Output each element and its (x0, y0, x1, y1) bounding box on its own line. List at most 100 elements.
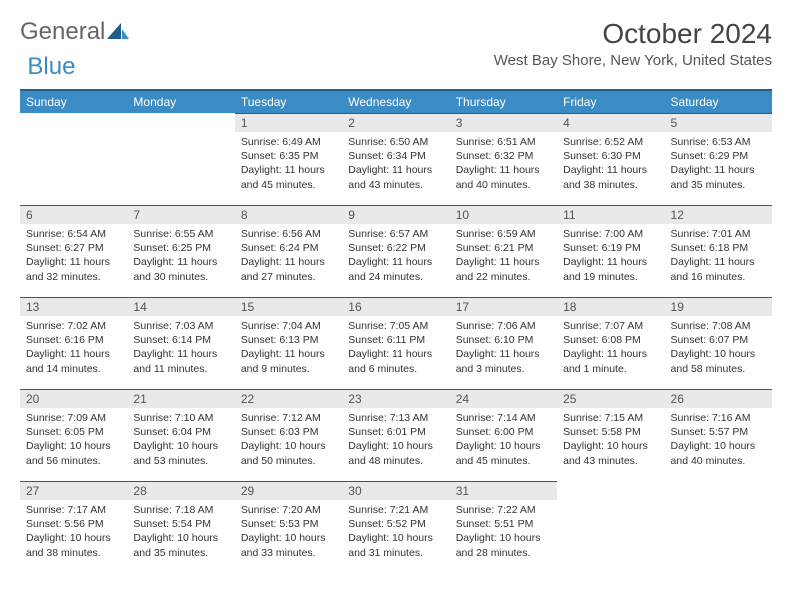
day-details: Sunrise: 7:15 AMSunset: 5:58 PMDaylight:… (557, 408, 664, 474)
title-block: October 2024 West Bay Shore, New York, U… (494, 18, 772, 69)
day-number: 16 (342, 297, 449, 316)
month-title: October 2024 (494, 18, 772, 50)
calendar-cell: 10Sunrise: 6:59 AMSunset: 6:21 PMDayligh… (450, 205, 557, 297)
calendar-body: . . 1Sunrise: 6:49 AMSunset: 6:35 PMDayl… (20, 113, 772, 573)
calendar-cell: 17Sunrise: 7:06 AMSunset: 6:10 PMDayligh… (450, 297, 557, 389)
weekday-header: Friday (557, 90, 664, 113)
day-details: Sunrise: 7:22 AMSunset: 5:51 PMDaylight:… (450, 500, 557, 566)
day-details: Sunrise: 7:21 AMSunset: 5:52 PMDaylight:… (342, 500, 449, 566)
calendar-cell: 6Sunrise: 6:54 AMSunset: 6:27 PMDaylight… (20, 205, 127, 297)
day-number: 6 (20, 205, 127, 224)
day-number: 11 (557, 205, 664, 224)
day-number: 13 (20, 297, 127, 316)
day-details: Sunrise: 6:59 AMSunset: 6:21 PMDaylight:… (450, 224, 557, 290)
day-details: Sunrise: 6:51 AMSunset: 6:32 PMDaylight:… (450, 132, 557, 198)
calendar-cell: 29Sunrise: 7:20 AMSunset: 5:53 PMDayligh… (235, 481, 342, 573)
day-details: Sunrise: 7:01 AMSunset: 6:18 PMDaylight:… (665, 224, 772, 290)
weekday-header: Wednesday (342, 90, 449, 113)
day-details: Sunrise: 7:17 AMSunset: 5:56 PMDaylight:… (20, 500, 127, 566)
calendar-cell: 7Sunrise: 6:55 AMSunset: 6:25 PMDaylight… (127, 205, 234, 297)
sail-icon (107, 23, 129, 41)
day-number: 20 (20, 389, 127, 408)
calendar-cell: 12Sunrise: 7:01 AMSunset: 6:18 PMDayligh… (665, 205, 772, 297)
day-details: Sunrise: 7:04 AMSunset: 6:13 PMDaylight:… (235, 316, 342, 382)
day-details: Sunrise: 7:20 AMSunset: 5:53 PMDaylight:… (235, 500, 342, 566)
day-number: 1 (235, 113, 342, 132)
day-details: Sunrise: 7:00 AMSunset: 6:19 PMDaylight:… (557, 224, 664, 290)
day-number: 12 (665, 205, 772, 224)
calendar-cell: 23Sunrise: 7:13 AMSunset: 6:01 PMDayligh… (342, 389, 449, 481)
day-details: Sunrise: 7:13 AMSunset: 6:01 PMDaylight:… (342, 408, 449, 474)
calendar-cell: 4Sunrise: 6:52 AMSunset: 6:30 PMDaylight… (557, 113, 664, 205)
day-details: Sunrise: 7:03 AMSunset: 6:14 PMDaylight:… (127, 316, 234, 382)
day-number: 23 (342, 389, 449, 408)
calendar-cell: 5Sunrise: 6:53 AMSunset: 6:29 PMDaylight… (665, 113, 772, 205)
calendar-cell: 25Sunrise: 7:15 AMSunset: 5:58 PMDayligh… (557, 389, 664, 481)
day-number: 5 (665, 113, 772, 132)
weekday-header: Tuesday (235, 90, 342, 113)
brand-part1: General (20, 18, 105, 46)
day-number: 22 (235, 389, 342, 408)
day-number: 9 (342, 205, 449, 224)
day-details: Sunrise: 6:49 AMSunset: 6:35 PMDaylight:… (235, 132, 342, 198)
day-number: 18 (557, 297, 664, 316)
weekday-header: Sunday (20, 90, 127, 113)
day-number: 26 (665, 389, 772, 408)
day-number: 28 (127, 481, 234, 500)
day-details: Sunrise: 7:09 AMSunset: 6:05 PMDaylight:… (20, 408, 127, 474)
day-details: Sunrise: 7:18 AMSunset: 5:54 PMDaylight:… (127, 500, 234, 566)
day-number: 30 (342, 481, 449, 500)
day-number: 29 (235, 481, 342, 500)
day-details: Sunrise: 6:52 AMSunset: 6:30 PMDaylight:… (557, 132, 664, 198)
calendar-head: SundayMondayTuesdayWednesdayThursdayFrid… (20, 90, 772, 113)
calendar-cell: 24Sunrise: 7:14 AMSunset: 6:00 PMDayligh… (450, 389, 557, 481)
weekday-header: Thursday (450, 90, 557, 113)
calendar-cell: 20Sunrise: 7:09 AMSunset: 6:05 PMDayligh… (20, 389, 127, 481)
calendar-cell: . (127, 113, 234, 205)
day-details: Sunrise: 6:56 AMSunset: 6:24 PMDaylight:… (235, 224, 342, 290)
weekday-header: Monday (127, 90, 234, 113)
day-number: 7 (127, 205, 234, 224)
day-details: Sunrise: 7:07 AMSunset: 6:08 PMDaylight:… (557, 316, 664, 382)
day-details: Sunrise: 6:54 AMSunset: 6:27 PMDaylight:… (20, 224, 127, 290)
calendar-cell: 8Sunrise: 6:56 AMSunset: 6:24 PMDaylight… (235, 205, 342, 297)
day-number: 10 (450, 205, 557, 224)
calendar-cell: 18Sunrise: 7:07 AMSunset: 6:08 PMDayligh… (557, 297, 664, 389)
calendar-cell: . (665, 481, 772, 573)
day-number: 4 (557, 113, 664, 132)
day-details: Sunrise: 6:53 AMSunset: 6:29 PMDaylight:… (665, 132, 772, 198)
calendar-cell: 9Sunrise: 6:57 AMSunset: 6:22 PMDaylight… (342, 205, 449, 297)
calendar-cell: 28Sunrise: 7:18 AMSunset: 5:54 PMDayligh… (127, 481, 234, 573)
day-details: Sunrise: 7:14 AMSunset: 6:00 PMDaylight:… (450, 408, 557, 474)
day-details: Sunrise: 7:16 AMSunset: 5:57 PMDaylight:… (665, 408, 772, 474)
day-details: Sunrise: 6:50 AMSunset: 6:34 PMDaylight:… (342, 132, 449, 198)
day-number: 27 (20, 481, 127, 500)
day-number: 8 (235, 205, 342, 224)
calendar-cell: . (557, 481, 664, 573)
day-number: 19 (665, 297, 772, 316)
day-number: 14 (127, 297, 234, 316)
calendar-table: SundayMondayTuesdayWednesdayThursdayFrid… (20, 89, 772, 573)
calendar-cell: 26Sunrise: 7:16 AMSunset: 5:57 PMDayligh… (665, 389, 772, 481)
calendar-cell: 27Sunrise: 7:17 AMSunset: 5:56 PMDayligh… (20, 481, 127, 573)
calendar-cell: 11Sunrise: 7:00 AMSunset: 6:19 PMDayligh… (557, 205, 664, 297)
day-details: Sunrise: 7:10 AMSunset: 6:04 PMDaylight:… (127, 408, 234, 474)
calendar-cell: . (20, 113, 127, 205)
day-details: Sunrise: 7:06 AMSunset: 6:10 PMDaylight:… (450, 316, 557, 382)
day-details: Sunrise: 6:55 AMSunset: 6:25 PMDaylight:… (127, 224, 234, 290)
calendar-cell: 16Sunrise: 7:05 AMSunset: 6:11 PMDayligh… (342, 297, 449, 389)
calendar-cell: 31Sunrise: 7:22 AMSunset: 5:51 PMDayligh… (450, 481, 557, 573)
calendar-cell: 1Sunrise: 6:49 AMSunset: 6:35 PMDaylight… (235, 113, 342, 205)
calendar-cell: 21Sunrise: 7:10 AMSunset: 6:04 PMDayligh… (127, 389, 234, 481)
day-number: 31 (450, 481, 557, 500)
calendar-cell: 3Sunrise: 6:51 AMSunset: 6:32 PMDaylight… (450, 113, 557, 205)
calendar-cell: 22Sunrise: 7:12 AMSunset: 6:03 PMDayligh… (235, 389, 342, 481)
day-number: 2 (342, 113, 449, 132)
day-details: Sunrise: 6:57 AMSunset: 6:22 PMDaylight:… (342, 224, 449, 290)
calendar-cell: 2Sunrise: 6:50 AMSunset: 6:34 PMDaylight… (342, 113, 449, 205)
calendar-cell: 14Sunrise: 7:03 AMSunset: 6:14 PMDayligh… (127, 297, 234, 389)
day-details: Sunrise: 7:02 AMSunset: 6:16 PMDaylight:… (20, 316, 127, 382)
day-number: 21 (127, 389, 234, 408)
calendar-cell: 30Sunrise: 7:21 AMSunset: 5:52 PMDayligh… (342, 481, 449, 573)
day-number: 25 (557, 389, 664, 408)
